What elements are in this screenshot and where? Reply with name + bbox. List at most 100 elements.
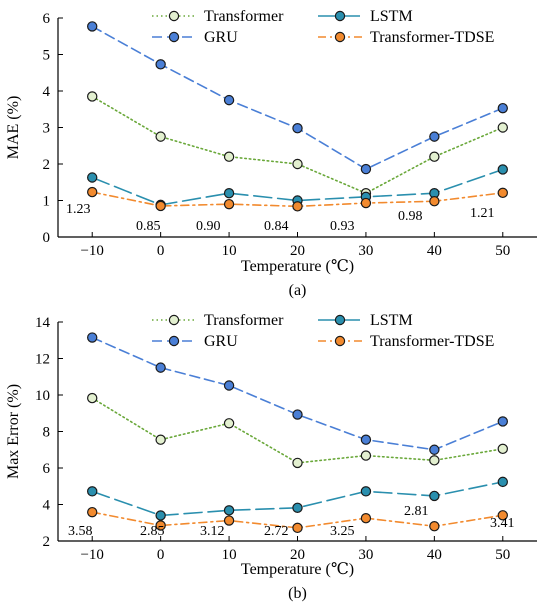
- series-line: [91, 397, 504, 464]
- data-label: 3.12: [200, 524, 225, 539]
- x-tick-label: 50: [495, 547, 510, 563]
- y-tick-label: 4: [43, 498, 51, 514]
- y-tick-label: 0: [43, 230, 51, 246]
- legend-entry: Transformer-TDSE: [318, 333, 494, 350]
- legend-entry: Transformer: [152, 8, 284, 25]
- data-point: [223, 505, 235, 516]
- data-point: [497, 476, 508, 488]
- legend-label: GRU: [204, 29, 238, 46]
- data-label: 2.81: [404, 504, 429, 519]
- data-point: [87, 172, 98, 183]
- data-point: [429, 444, 440, 455]
- legend-marker: [334, 314, 346, 326]
- data-point: [292, 158, 303, 170]
- data-point: [360, 434, 372, 445]
- data-point: [155, 510, 166, 521]
- data-label: 2.85: [140, 524, 165, 539]
- data-point: [429, 196, 440, 207]
- legend-label: Transformer-TDSE: [370, 333, 494, 350]
- data-point: [292, 522, 303, 534]
- legend-label: Transformer: [204, 8, 284, 25]
- data-point: [429, 151, 440, 162]
- data-label: 1.21: [470, 206, 495, 221]
- data-point: [497, 164, 508, 175]
- data-point: [223, 380, 235, 391]
- x-tick-label: 0: [157, 243, 165, 259]
- data-point: [360, 163, 372, 175]
- data-point: [223, 418, 235, 429]
- y-tick-label: 1: [43, 194, 51, 210]
- data-point: [155, 131, 166, 142]
- legend-label: Transformer-TDSE: [370, 29, 494, 46]
- data-point: [497, 443, 508, 455]
- data-label: 0.84: [264, 219, 289, 234]
- data-point: [223, 94, 235, 106]
- x-tick-label: 20: [290, 547, 305, 563]
- series-gru: [87, 332, 508, 455]
- y-tick-label: 12: [35, 352, 50, 368]
- data-point: [292, 502, 303, 513]
- data-point: [87, 392, 98, 404]
- series-line: [91, 25, 504, 171]
- legend-label: GRU: [204, 333, 238, 350]
- legend-entry: Transformer-TDSE: [318, 29, 494, 46]
- legend-label: Transformer: [204, 312, 284, 329]
- data-point: [87, 332, 98, 343]
- y-tick-label: 6: [43, 461, 51, 477]
- data-point: [155, 520, 166, 531]
- series-line: [91, 95, 504, 195]
- legend-entry: GRU: [152, 29, 238, 46]
- x-tick-label: 0: [157, 547, 165, 563]
- data-point: [87, 186, 98, 198]
- data-point: [155, 200, 166, 212]
- chart-panel-b: 2 4 6 8 10 12 14 −10 0 10 20 30 40 50 Temperature (℃) M…: [5, 312, 537, 602]
- data-point: [360, 450, 372, 461]
- data-point: [292, 201, 303, 212]
- data-point: [223, 515, 235, 526]
- legend-entry: LSTM: [318, 8, 413, 25]
- data-label: 0.90: [196, 219, 221, 234]
- data-point: [155, 59, 166, 70]
- x-tick-label: 30: [358, 547, 373, 563]
- legend-marker: [334, 335, 346, 347]
- data-point: [497, 102, 508, 114]
- y-tick-label: 2: [43, 534, 51, 550]
- series-transformer-tdse: [87, 186, 508, 212]
- legend-marker: [168, 335, 180, 347]
- data-point: [429, 521, 440, 532]
- data-point: [429, 490, 440, 502]
- x-tick-label: 10: [222, 243, 237, 259]
- legend-marker: [334, 31, 346, 43]
- y-axis-title: MAE (%): [5, 96, 22, 160]
- legend-entry: GRU: [152, 333, 238, 350]
- y-tick-label: 4: [43, 84, 51, 100]
- legend-label: LSTM: [370, 312, 413, 329]
- data-point: [155, 362, 166, 373]
- y-tick-label: 6: [43, 11, 51, 27]
- legend-marker: [168, 31, 180, 43]
- x-tick-label: 20: [290, 243, 305, 259]
- legend-marker: [168, 10, 180, 22]
- x-tick-label: 50: [495, 243, 510, 259]
- data-label: 3.58: [68, 524, 93, 539]
- series-gru: [87, 21, 508, 175]
- data-point: [360, 486, 372, 497]
- x-axis-title: Temperature (℃): [241, 561, 354, 578]
- x-tick-label: 40: [427, 243, 442, 259]
- data-point: [87, 91, 98, 102]
- data-label: 2.72: [264, 524, 289, 539]
- legend-label: LSTM: [370, 8, 413, 25]
- x-tick-label: 30: [358, 243, 373, 259]
- data-point: [223, 187, 235, 199]
- data-point: [155, 434, 166, 445]
- series-transformer: [87, 91, 508, 199]
- data-point: [87, 506, 98, 518]
- data-label: 1.23: [66, 202, 91, 217]
- y-tick-label: 2: [43, 157, 51, 173]
- data-point: [223, 198, 235, 210]
- series-lstm: [87, 476, 508, 521]
- data-point: [497, 122, 508, 133]
- data-point: [292, 409, 303, 420]
- series-transformer: [87, 392, 508, 469]
